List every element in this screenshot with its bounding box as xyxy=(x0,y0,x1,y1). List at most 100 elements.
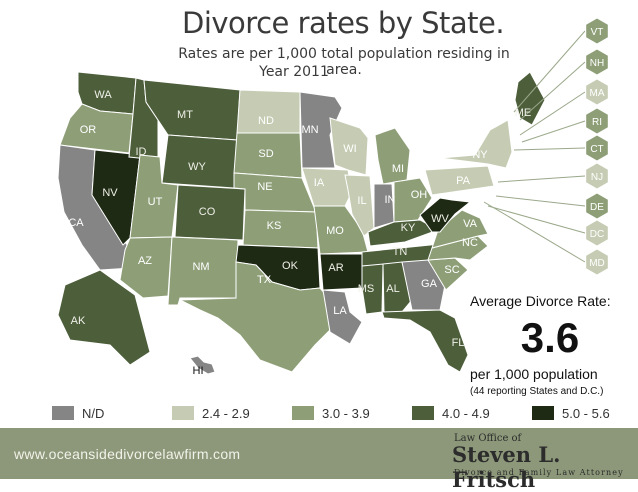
callout-hex-nj xyxy=(585,162,609,190)
callout-label-vt: VT xyxy=(591,27,604,38)
callout-hex-ri xyxy=(585,107,609,135)
state-label-il: IL xyxy=(357,195,366,207)
callout-hex-ma xyxy=(585,78,609,106)
state-label-ak: AK xyxy=(71,315,86,327)
state-label-la: LA xyxy=(333,305,347,317)
map-subtitle: Rates are per 1,000 total population res… xyxy=(178,46,510,78)
state-label-in: IN xyxy=(385,194,396,206)
attorney-name: Steven L. Fritsch xyxy=(452,442,561,492)
state-tx xyxy=(179,261,339,373)
callout-line-dc xyxy=(487,205,586,234)
state-label-sd: SD xyxy=(258,148,273,160)
state-label-mt: MT xyxy=(177,109,193,121)
legend-swatch xyxy=(52,406,74,420)
legend-item-nd: N/D xyxy=(52,403,104,423)
state-label-ar: AR xyxy=(328,262,343,274)
average-note: (44 reporting States and D.C.) xyxy=(470,386,604,397)
state-label-va: VA xyxy=(463,218,478,230)
state-wv xyxy=(419,197,472,233)
legend-item-2-4: 2.4 - 2.9 xyxy=(172,403,250,423)
average-unit: per 1,000 population xyxy=(470,366,598,382)
state-label-ky: KY xyxy=(401,222,416,234)
legend-label: 2.4 - 2.9 xyxy=(202,405,250,421)
state-az xyxy=(119,236,173,299)
legend-label: N/D xyxy=(82,405,105,421)
callout-line-md xyxy=(483,201,586,263)
state-pa xyxy=(424,165,495,196)
legend-swatch xyxy=(532,406,554,420)
state-label-mo: MO xyxy=(326,225,344,237)
state-label-ut: UT xyxy=(148,196,163,208)
state-label-fl: FL xyxy=(452,337,465,349)
callout-label-nj: NJ xyxy=(591,172,603,183)
state-me xyxy=(514,71,546,126)
state-label-tn: TN xyxy=(393,246,408,258)
state-label-id: ID xyxy=(136,146,147,158)
footer-banner: www.oceansidedivorcelawfirm.com Law Offi… xyxy=(0,428,638,492)
state-hi xyxy=(189,355,216,375)
state-label-pa: PA xyxy=(456,175,471,187)
state-ne xyxy=(233,172,317,213)
average-label: Average Divorce Rate: xyxy=(470,293,611,309)
state-fl xyxy=(381,309,469,373)
state-label-or: OR xyxy=(80,124,97,136)
state-label-ne: NE xyxy=(257,181,272,193)
state-ny xyxy=(439,119,513,169)
state-oh xyxy=(393,177,433,223)
legend-label: 4.0 - 4.9 xyxy=(442,405,490,421)
legend-swatch xyxy=(292,406,314,420)
state-la xyxy=(322,289,363,345)
state-label-wy: WY xyxy=(188,161,206,173)
callout-label-nh: NH xyxy=(590,58,604,69)
state-ms xyxy=(361,263,384,315)
callout-hex-ct xyxy=(585,134,609,162)
state-label-hi: HI xyxy=(193,365,204,377)
callout-hex-vt xyxy=(585,17,609,45)
legend-swatch xyxy=(172,406,194,420)
callout-label-dc: DC xyxy=(590,229,604,240)
legend-item-3-0: 3.0 - 3.9 xyxy=(292,403,370,423)
callout-label-ri: RI xyxy=(592,117,602,128)
state-label-me: ME xyxy=(515,107,532,119)
legend-swatch xyxy=(412,406,434,420)
us-map: VT NH MA RI CT NJ DE DC MD WA OR CA NV ID MT WY UT AZ CO N… xyxy=(57,17,609,377)
infographic: Divorce rates by State. Rates are per 1,… xyxy=(0,6,638,492)
legend-item-5-0: 5.0 - 5.6 xyxy=(532,403,610,423)
attorney-tagline: Divorce and Family Law Attorney xyxy=(454,468,624,477)
callout-line-vt xyxy=(513,30,586,113)
state-il xyxy=(344,174,375,237)
state-label-tx: TX xyxy=(257,274,272,286)
map-title: Divorce rates by State. xyxy=(182,6,505,40)
state-label-wv: WV xyxy=(431,213,449,225)
callout-label-ma: MA xyxy=(590,88,605,99)
website-url[interactable]: www.oceansidedivorcelawfirm.com xyxy=(14,446,241,462)
state-label-mi: MI xyxy=(392,163,404,175)
state-label-ny: NY xyxy=(472,149,488,161)
state-nm xyxy=(167,236,239,306)
callout-line-nj xyxy=(497,175,586,183)
callout-line-ri xyxy=(521,120,586,143)
state-label-ks: KS xyxy=(267,220,282,232)
state-label-mn: MN xyxy=(301,124,318,136)
callout-hex-md xyxy=(585,248,609,276)
legend-label: 3.0 - 3.9 xyxy=(322,405,370,421)
state-label-wa: WA xyxy=(94,89,112,101)
state-in xyxy=(373,183,395,229)
callout-line-nh xyxy=(519,61,586,121)
state-ak xyxy=(57,269,151,366)
map-year: Year 2011 xyxy=(259,64,329,80)
state-label-nm: NM xyxy=(192,261,209,273)
state-label-al: AL xyxy=(386,283,399,295)
state-label-ga: GA xyxy=(421,278,438,290)
state-ga xyxy=(401,259,446,311)
state-label-nd: ND xyxy=(258,115,274,127)
state-wi xyxy=(329,117,369,176)
state-label-ia: IA xyxy=(314,177,325,189)
callout-label-ct: CT xyxy=(590,144,603,155)
callout-label-md: MD xyxy=(589,258,605,269)
state-mi xyxy=(374,127,411,185)
state-label-ok: OK xyxy=(282,260,299,272)
callout-line-de xyxy=(495,195,586,207)
callout-hex-nh xyxy=(585,48,609,76)
state-label-az: AZ xyxy=(138,255,152,267)
